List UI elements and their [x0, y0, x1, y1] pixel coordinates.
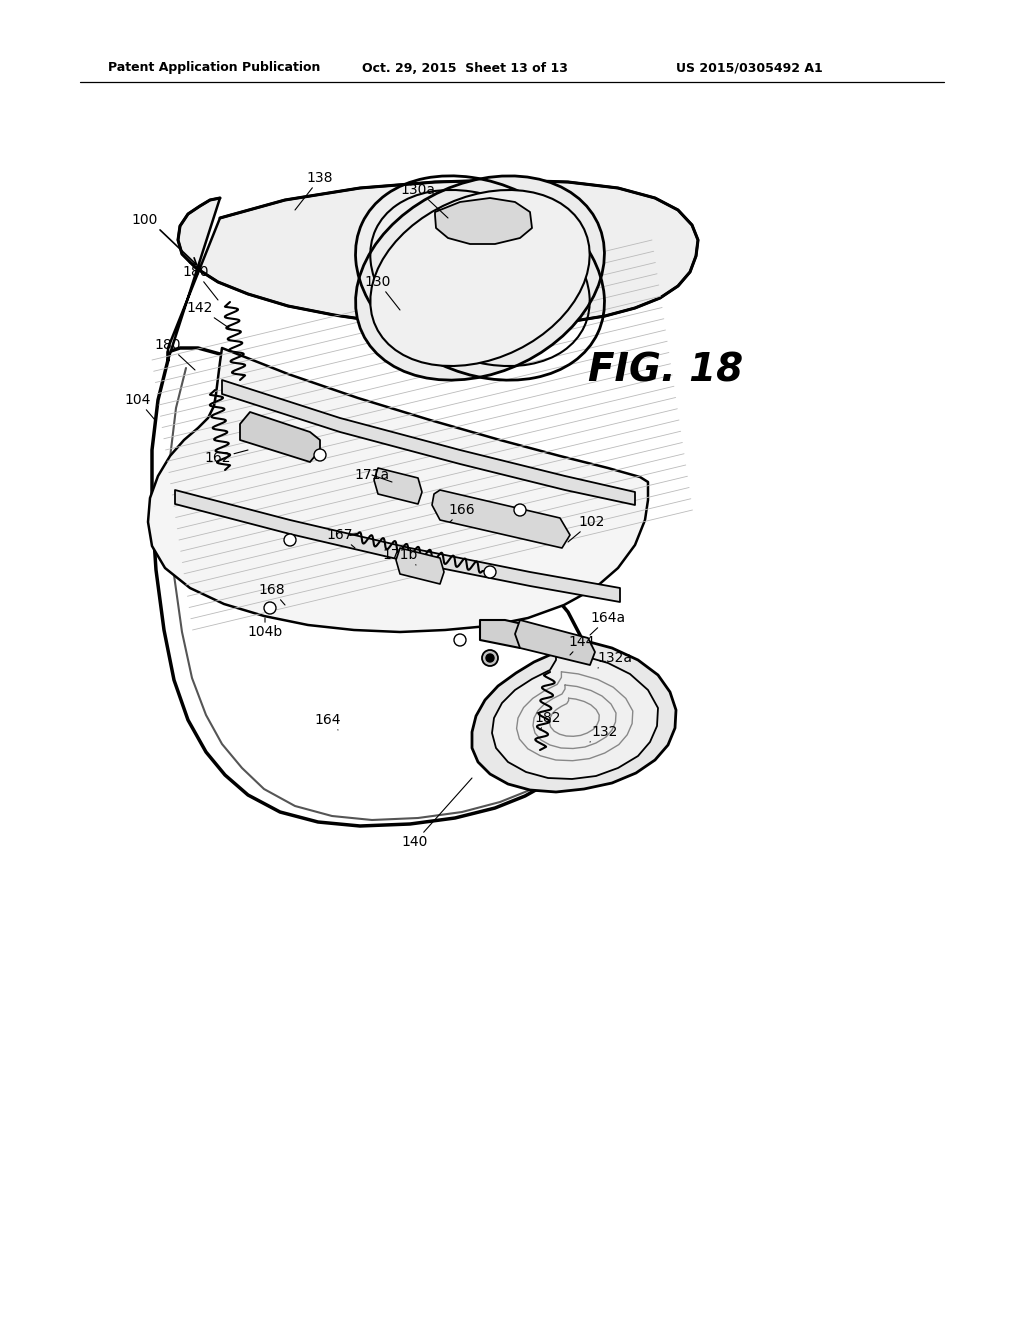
Polygon shape: [168, 180, 698, 360]
Text: 168: 168: [259, 583, 286, 605]
Polygon shape: [222, 380, 635, 506]
Text: 132a: 132a: [597, 651, 633, 668]
Circle shape: [454, 634, 466, 645]
Text: 162: 162: [205, 450, 248, 465]
Text: 140: 140: [401, 777, 472, 849]
Text: 104: 104: [125, 393, 155, 420]
Polygon shape: [175, 490, 620, 602]
Polygon shape: [432, 490, 570, 548]
Polygon shape: [371, 190, 590, 366]
Polygon shape: [355, 176, 604, 380]
Text: 102: 102: [568, 515, 605, 543]
Text: 132: 132: [590, 725, 618, 742]
Text: 167: 167: [327, 528, 355, 548]
Polygon shape: [148, 348, 648, 632]
Text: 100: 100: [132, 213, 158, 227]
Text: 171a: 171a: [354, 469, 392, 482]
Polygon shape: [435, 198, 532, 244]
Text: US 2015/0305492 A1: US 2015/0305492 A1: [676, 62, 822, 74]
Text: 180: 180: [182, 265, 218, 300]
Circle shape: [284, 535, 296, 546]
Text: 164a: 164a: [590, 611, 626, 635]
Polygon shape: [396, 548, 444, 583]
Polygon shape: [515, 620, 595, 665]
Polygon shape: [374, 469, 422, 504]
Circle shape: [482, 649, 498, 667]
Polygon shape: [480, 620, 552, 648]
Text: 180: 180: [155, 338, 195, 370]
Text: 130a: 130a: [400, 183, 449, 218]
Circle shape: [314, 449, 326, 461]
Polygon shape: [240, 412, 319, 462]
Text: 142: 142: [186, 301, 232, 330]
Text: FIG. 18: FIG. 18: [588, 351, 743, 389]
Text: 171b: 171b: [382, 548, 418, 565]
Text: 130: 130: [365, 275, 400, 310]
Text: 164: 164: [314, 713, 341, 730]
Circle shape: [484, 566, 496, 578]
Text: Patent Application Publication: Patent Application Publication: [108, 62, 321, 74]
Text: 182: 182: [535, 711, 561, 730]
Text: 166: 166: [449, 503, 475, 521]
Text: 104b: 104b: [248, 618, 283, 639]
Circle shape: [514, 504, 526, 516]
Text: 138: 138: [295, 172, 333, 210]
Circle shape: [264, 602, 276, 614]
Text: Oct. 29, 2015  Sheet 13 of 13: Oct. 29, 2015 Sheet 13 of 13: [362, 62, 568, 74]
Text: 144: 144: [568, 635, 595, 655]
Polygon shape: [472, 636, 676, 792]
Polygon shape: [492, 652, 658, 779]
Circle shape: [486, 653, 494, 663]
